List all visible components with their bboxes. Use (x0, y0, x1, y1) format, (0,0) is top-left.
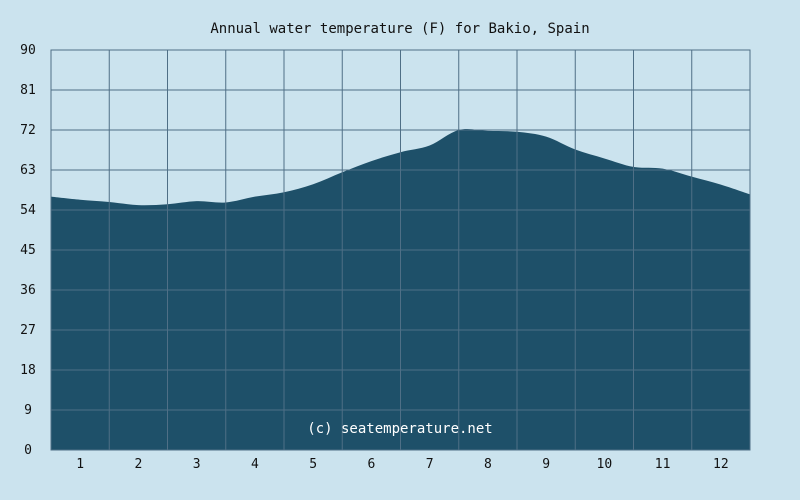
x-tick-label: 9 (542, 457, 550, 472)
x-tick-label: 11 (655, 457, 671, 472)
y-tick-label: 72 (20, 123, 36, 138)
x-tick-label: 12 (713, 457, 729, 472)
plot-border (50, 49, 751, 451)
x-tick-label: 8 (484, 457, 492, 472)
y-tick-label: 81 (20, 83, 36, 98)
watermark-annotation: (c) seatemperature.net (307, 421, 492, 437)
y-tick-label: 0 (24, 443, 32, 458)
y-tick-label: 9 (24, 403, 32, 418)
y-tick-label: 45 (20, 243, 36, 258)
x-tick-label: 4 (251, 457, 259, 472)
y-tick-label: 27 (20, 323, 36, 338)
x-axis-ticks: 1 2 3 4 5 6 7 8 9 10 11 12 (76, 457, 728, 472)
y-tick-label: 18 (20, 363, 36, 378)
x-tick-label: 10 (597, 457, 613, 472)
y-tick-label: 90 (20, 43, 36, 58)
x-tick-label: 6 (367, 457, 375, 472)
y-axis-ticks: 0 9 18 27 36 45 54 63 72 81 90 (20, 43, 36, 458)
x-tick-label: 7 (426, 457, 434, 472)
x-tick-label: 1 (76, 457, 84, 472)
x-tick-label: 5 (309, 457, 317, 472)
x-tick-label: 2 (134, 457, 142, 472)
chart-title: Annual water temperature (F) for Bakio, … (210, 21, 589, 37)
x-tick-label: 3 (193, 457, 201, 472)
y-tick-label: 63 (20, 163, 36, 178)
y-tick-label: 36 (20, 283, 36, 298)
y-tick-label: 54 (20, 203, 36, 218)
